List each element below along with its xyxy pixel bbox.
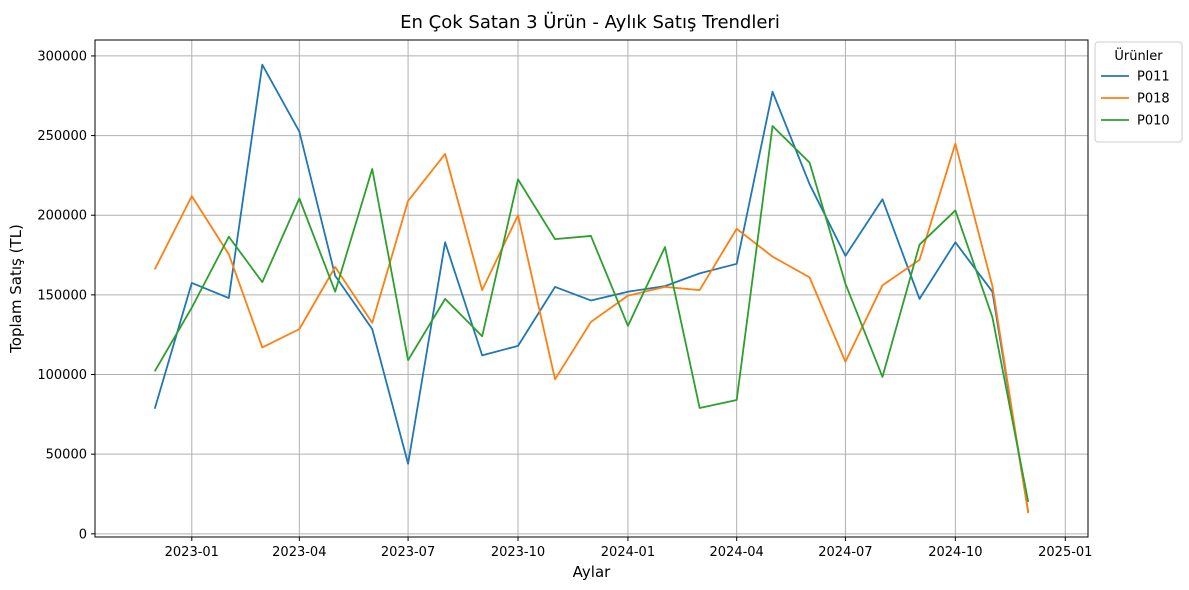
x-tick-label: 2025-01 bbox=[1038, 545, 1092, 560]
x-tick-label: 2024-01 bbox=[601, 545, 655, 560]
legend: Ürünler P011 P018 P010 bbox=[1094, 41, 1183, 143]
y-tick-label: 150000 bbox=[37, 288, 87, 303]
series-line-p018 bbox=[153, 142, 1030, 514]
x-tick-label: 2023-10 bbox=[491, 545, 545, 560]
grid-lines bbox=[95, 40, 1088, 537]
y-tick-label: 50000 bbox=[46, 448, 87, 463]
x-axis-title: Aylar bbox=[573, 563, 611, 581]
x-tick-label: 2023-07 bbox=[381, 545, 435, 560]
y-tick-label: 250000 bbox=[37, 129, 87, 144]
y-axis-title: Toplam Satış (TL) bbox=[7, 224, 25, 354]
legend-label-p018: P018 bbox=[1137, 92, 1170, 107]
plot-area-frame bbox=[94, 39, 1089, 538]
series-lines bbox=[153, 63, 1030, 514]
legend-box bbox=[1094, 41, 1183, 143]
x-tick-label: 2023-01 bbox=[165, 545, 219, 560]
legend-label-p011: P011 bbox=[1137, 70, 1170, 85]
y-tick-label: 0 bbox=[79, 527, 87, 542]
series-line-p011 bbox=[153, 63, 1030, 513]
chart-title: En Çok Satan 3 Ürün - Aylık Satış Trendl… bbox=[400, 11, 780, 33]
legend-label-p010: P010 bbox=[1137, 114, 1170, 129]
x-tick-label: 2024-07 bbox=[818, 545, 872, 560]
y-axis: 0 50000 100000 150000 200000 250000 300000 bbox=[37, 49, 95, 542]
y-tick-label: 200000 bbox=[37, 209, 87, 224]
series-line-p010 bbox=[153, 125, 1030, 503]
x-axis: 2023-01 2023-04 2023-07 2023-10 2024-01 2024-… bbox=[165, 537, 1092, 560]
x-tick-label: 2023-04 bbox=[272, 545, 326, 560]
x-tick-label: 2024-04 bbox=[710, 545, 764, 560]
x-tick-label: 2024-10 bbox=[928, 545, 982, 560]
y-tick-label: 100000 bbox=[37, 368, 87, 383]
legend-title: Ürünler bbox=[1114, 47, 1163, 64]
y-tick-label: 300000 bbox=[37, 49, 87, 64]
